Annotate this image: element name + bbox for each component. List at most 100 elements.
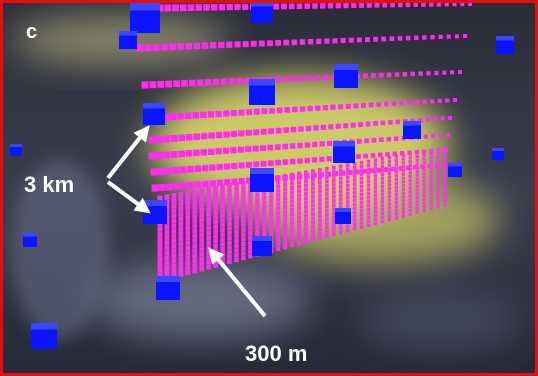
grid-dot (238, 110, 244, 116)
grid-dot (416, 174, 419, 177)
grid-dot (283, 187, 287, 191)
grid-dot (199, 262, 204, 267)
grid-dot (213, 234, 218, 239)
grid-dot (458, 70, 462, 74)
grid-dot (227, 184, 232, 189)
grid-dot (142, 82, 149, 89)
grid-dot (262, 214, 266, 218)
grid-dot (164, 235, 169, 240)
grid-dot (423, 150, 426, 153)
grid-dot (374, 198, 377, 201)
grid-dot (308, 75, 313, 80)
grid-dot (444, 182, 447, 185)
grid-dot (409, 171, 412, 174)
grid-dot (332, 232, 336, 236)
grid-dot (261, 108, 267, 114)
grid-dot (269, 208, 273, 212)
grid-dot (402, 184, 405, 187)
grid-dot (277, 107, 283, 113)
grid-dot (192, 194, 197, 199)
grid-dot (402, 180, 405, 183)
grid-dot (213, 229, 218, 234)
grid-dot (395, 186, 398, 189)
grid-dot (437, 177, 440, 180)
grid-dot (171, 208, 176, 213)
grid-dot (220, 223, 225, 228)
grid-dot (409, 167, 412, 170)
grid-dot (227, 193, 232, 198)
grid-dot (318, 194, 322, 198)
grid-dot (206, 226, 211, 231)
grid-dot (185, 265, 190, 270)
grid-dot (437, 173, 440, 176)
grid-dot (430, 171, 433, 174)
grid-dot (439, 133, 443, 137)
grid-dot (171, 228, 176, 233)
grid-dot (298, 126, 304, 132)
grid-dot (437, 151, 440, 154)
grid-dot (268, 145, 274, 151)
grid-dot (164, 271, 169, 276)
grid-dot (395, 212, 398, 215)
grid-dot (283, 196, 287, 200)
grid-dot (374, 222, 377, 225)
grid-dot (336, 124, 341, 129)
grid-dot (444, 179, 447, 182)
grid-dot (444, 175, 447, 178)
grid-dot (392, 101, 397, 106)
grid-dot (185, 221, 190, 226)
grid-dot (192, 190, 197, 195)
grid-dot (416, 200, 419, 203)
grid-dot (220, 209, 225, 214)
grid-dot (369, 103, 374, 108)
grid-dot (373, 121, 378, 126)
grid-dot (444, 161, 447, 164)
grid-dot (423, 198, 426, 201)
grid-dot (283, 245, 287, 249)
grid-dot (367, 164, 371, 168)
grid-dot (360, 165, 364, 169)
grid-dot (328, 3, 333, 8)
grid-dot (210, 42, 216, 48)
grid-dot (438, 99, 442, 103)
grid-dot (359, 3, 364, 8)
grid-dot (367, 188, 371, 192)
grid-dot (395, 205, 398, 208)
grid-dot (202, 165, 208, 171)
grid-dot (398, 3, 403, 8)
grid-dot (330, 105, 335, 110)
grid-dot (388, 183, 391, 186)
grid-dot (241, 186, 245, 190)
grid-dot (374, 166, 377, 169)
grid-dot (304, 227, 308, 231)
grid-dot (409, 156, 412, 159)
grid-dot (416, 181, 419, 184)
grid-dot (311, 173, 315, 177)
grid-dot (395, 189, 398, 192)
grid-dot (275, 40, 281, 46)
grid-dot (430, 149, 433, 152)
grid-dot (422, 35, 426, 39)
grid-dot (381, 212, 384, 215)
grid-dot (441, 117, 445, 121)
grid-dot (325, 213, 329, 217)
grid-dot (276, 184, 280, 188)
grid-dot (395, 208, 398, 211)
grid-dot (290, 186, 294, 190)
grid-dot (339, 189, 343, 193)
grid-dot (318, 236, 322, 240)
grid-dot (236, 78, 242, 84)
grid-dot (395, 170, 398, 173)
grid-dot (254, 109, 260, 115)
grid-dot (363, 73, 368, 78)
grid-dot (311, 238, 315, 242)
grid-dot (399, 101, 404, 106)
grid-dot (158, 237, 163, 242)
grid-dot (297, 158, 303, 164)
grid-cube-shade (333, 141, 355, 147)
grid-dot (267, 40, 273, 46)
grid-dot (433, 117, 437, 121)
grid-dot (241, 256, 245, 260)
grid-dot (353, 166, 357, 170)
grid-dot (178, 207, 183, 212)
